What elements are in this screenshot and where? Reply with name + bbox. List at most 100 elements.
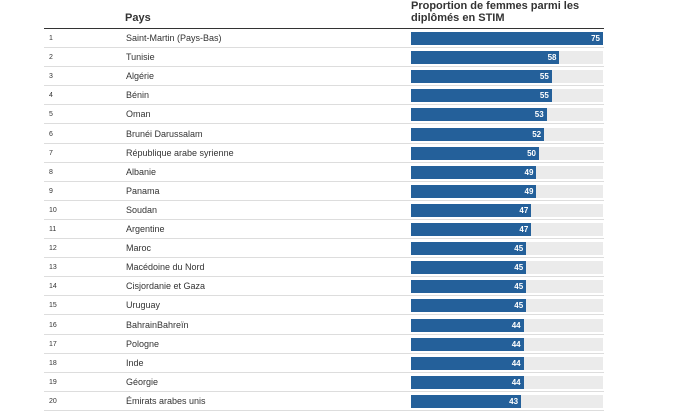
table-row: 16 BahrainBahreïn 44: [0, 316, 675, 335]
table-row: 10 Soudan 47: [0, 201, 675, 220]
bar: 50: [411, 146, 539, 160]
table-row: 4 Bénin 55: [0, 86, 675, 106]
header-divider: [44, 28, 604, 29]
row-divider: [44, 276, 604, 278]
country-label: Algérie: [126, 71, 155, 82]
bar-value-label: 55: [539, 91, 549, 101]
bar: 75: [411, 32, 603, 45]
row-divider: [44, 371, 604, 373]
bar: 49: [411, 184, 537, 198]
row-divider: [44, 161, 604, 163]
bar-track: 55: [411, 89, 603, 103]
row-divider: [44, 218, 604, 220]
bar-track: 75: [411, 32, 603, 45]
bar: 55: [411, 70, 552, 84]
row-divider: [44, 390, 604, 392]
bar-value-label: 44: [511, 377, 521, 387]
country-label: Panama: [126, 185, 160, 196]
table-row: 6 Brunéi Darussalam 52: [0, 125, 675, 144]
bar-value-label: 44: [511, 320, 521, 330]
country-label: Pologne: [126, 338, 160, 349]
table-row: 13 Macédoine du Nord 45: [0, 258, 675, 278]
bar: 43: [411, 394, 522, 408]
bar-track: 47: [411, 203, 603, 217]
bar: 45: [411, 299, 527, 313]
bar-value-label: 45: [514, 282, 524, 292]
bar-value-label: 45: [514, 263, 524, 273]
row-divider: [44, 352, 604, 354]
table-row: 3 Algérie 55: [0, 67, 675, 87]
country-label: Soudan: [126, 204, 158, 215]
row-divider: [44, 409, 604, 411]
country-label: Oman: [126, 109, 151, 120]
bar: 44: [411, 337, 524, 351]
country-label: Inde: [126, 357, 144, 368]
bar: 49: [411, 165, 537, 179]
rank-label: 6: [49, 130, 53, 138]
rank-label: 18: [49, 359, 57, 367]
bar-track: 50: [411, 146, 603, 160]
row-divider: [44, 104, 604, 106]
row-divider: [44, 85, 604, 87]
bar-value-label: 49: [524, 186, 534, 196]
bar: 47: [411, 203, 532, 217]
country-label: Macédoine du Nord: [126, 262, 205, 273]
bar-track: 44: [411, 318, 603, 332]
bar: 53: [411, 108, 547, 122]
bar-track: 49: [411, 165, 603, 179]
row-divider: [44, 295, 604, 297]
rank-label: 17: [49, 340, 57, 348]
bar-track: 47: [411, 223, 603, 236]
bar-track: 53: [411, 108, 603, 122]
bar-track: 49: [411, 184, 603, 198]
bar: 45: [411, 261, 527, 275]
bar-track: 45: [411, 299, 603, 313]
row-divider: [44, 66, 604, 68]
bar-value-label: 53: [534, 110, 544, 120]
row-divider: [44, 199, 604, 201]
bar: 47: [411, 223, 532, 236]
bar: 44: [411, 356, 524, 370]
country-label: Cisjordanie et Gaza: [126, 281, 206, 292]
table-row: 19 Géorgie 44: [0, 373, 675, 392]
bar-value-label: 52: [532, 129, 542, 139]
row-divider: [44, 257, 604, 259]
rank-label: 8: [49, 168, 53, 176]
table-row: 17 Pologne 44: [0, 335, 675, 354]
bar-value-label: 44: [511, 339, 521, 349]
rank-label: 9: [49, 187, 53, 195]
bar-track: 44: [411, 375, 603, 389]
rank-label: 5: [49, 111, 53, 119]
table-row: 12 Maroc 45: [0, 239, 675, 259]
table-row: 11 Argentine 47: [0, 220, 675, 239]
table-row: 20 Émirats arabes unis 43: [0, 392, 675, 411]
bar: 45: [411, 242, 527, 256]
rank-label: 7: [49, 149, 53, 157]
rank-label: 12: [49, 245, 57, 253]
row-divider: [44, 238, 604, 239]
value-column-header: Proportion de femmes parmi les diplômés …: [411, 0, 580, 24]
table-row: 18 Inde 44: [0, 354, 675, 373]
bar-value-label: 45: [514, 301, 524, 311]
bar-track: 45: [411, 242, 603, 256]
rank-label: 1: [49, 35, 53, 42]
row-divider: [44, 47, 604, 48]
rank-label: 3: [49, 73, 53, 81]
country-label: République arabe syrienne: [126, 147, 234, 158]
bar: 44: [411, 318, 524, 332]
row-divider: [44, 180, 604, 182]
rank-label: 10: [49, 206, 57, 214]
bar: 45: [411, 280, 527, 294]
country-label: Saint-Martin (Pays-Bas): [126, 33, 222, 43]
bar: 55: [411, 89, 552, 103]
bar-track: 45: [411, 261, 603, 275]
country-label: Bénin: [126, 90, 150, 101]
rank-label: 4: [49, 92, 53, 100]
country-column-header: Pays: [125, 12, 151, 24]
country-label: Géorgie: [126, 376, 159, 387]
row-divider: [44, 333, 604, 335]
country-label: Argentine: [126, 224, 165, 234]
bar-value-label: 43: [509, 396, 519, 406]
table-row: 15 Uruguay 45: [0, 296, 675, 316]
bar-value-label: 49: [524, 167, 534, 177]
